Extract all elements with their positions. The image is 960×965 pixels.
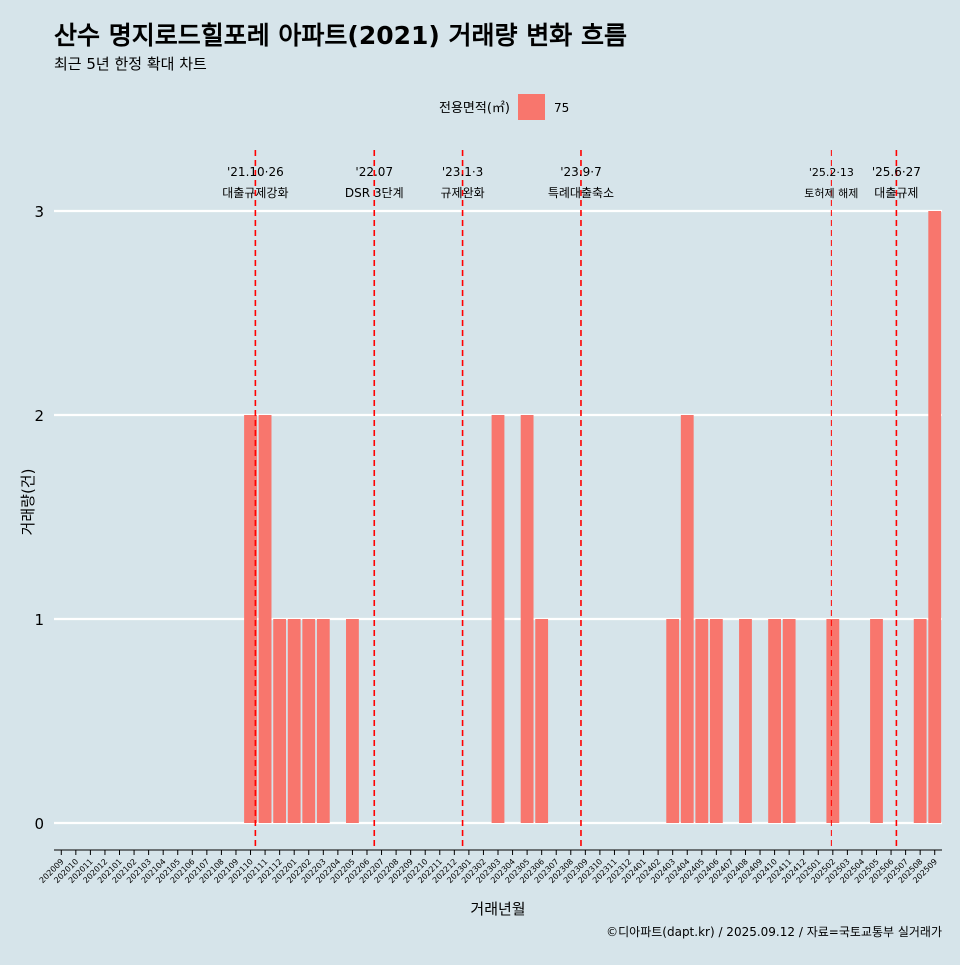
event-name-label-6: 대출규제 xyxy=(874,186,918,200)
event-name-label-3: 규제완화 xyxy=(440,186,484,200)
bar-202110 xyxy=(244,415,257,823)
bar-202202 xyxy=(302,619,316,823)
bar-202306 xyxy=(535,619,549,823)
event-date-label-3: '23.1·3 xyxy=(442,165,483,179)
bar-202406 xyxy=(709,619,723,823)
y-tick-label-3: 3 xyxy=(34,203,44,221)
y-tick-label-0: 0 xyxy=(34,815,44,833)
chart-caption: ©디아파트(dapt.kr) / 2025.09.12 / 자료=국토교통부 실… xyxy=(606,925,942,939)
bar-202509 xyxy=(928,211,942,823)
legend-title: 전용면적(㎡) xyxy=(439,101,510,116)
bar-202403 xyxy=(666,619,680,823)
bars xyxy=(244,211,942,823)
event-name-label-4: 특례대출축소 xyxy=(548,186,614,200)
bar-202508 xyxy=(913,619,927,823)
x-axis-title: 거래년월 xyxy=(470,900,525,918)
bar-202201 xyxy=(287,619,301,823)
event-date-label-4: '23.9·7 xyxy=(560,165,601,179)
bar-202305 xyxy=(520,415,534,823)
event-name-label-1: 대출규제강화 xyxy=(222,186,288,200)
legend-key-75 xyxy=(518,94,545,120)
bar-202205 xyxy=(346,619,359,823)
y-tick-label-1: 1 xyxy=(34,611,44,629)
event-date-label-2: '22.07 xyxy=(355,165,393,179)
event-name-label-5: 토허제 해제 xyxy=(804,186,858,200)
event-date-label-6: '25.6·27 xyxy=(872,165,921,179)
bar-202303 xyxy=(491,415,505,823)
legend: 전용면적(㎡) 75 xyxy=(439,94,569,120)
legend-label-75: 75 xyxy=(554,101,569,115)
event-name-label-2: DSR 3단계 xyxy=(345,186,404,200)
event-date-label-1: '21.10·26 xyxy=(227,165,284,179)
bar-202408 xyxy=(739,619,752,823)
bar-202405 xyxy=(695,619,709,823)
y-tick-label-2: 2 xyxy=(34,407,44,425)
bar-202404 xyxy=(680,415,694,823)
y-axis-title: 거래량(건) xyxy=(19,469,37,536)
bar-202505 xyxy=(870,619,883,823)
policy-event-lines: '21.10·26 대출규제강화 '22.07 DSR 3단계 '23.1·3 규제완화 '… xyxy=(222,150,921,850)
bar-202410 xyxy=(768,619,781,823)
bar-202112 xyxy=(273,619,287,823)
bar-202111 xyxy=(258,415,272,823)
bar-202502 xyxy=(826,619,840,823)
y-axis: 0 1 2 3 xyxy=(34,203,44,833)
event-date-label-5: '25.2·13 xyxy=(809,166,854,179)
chart-subtitle: 최근 5년 한정 확대 차트 xyxy=(54,55,207,73)
bar-202203 xyxy=(316,619,330,823)
chart-title: 산수 명지로드힐포레 아파트(2021) 거래량 변화 흐름 xyxy=(54,21,627,50)
bar-202411 xyxy=(782,619,796,823)
